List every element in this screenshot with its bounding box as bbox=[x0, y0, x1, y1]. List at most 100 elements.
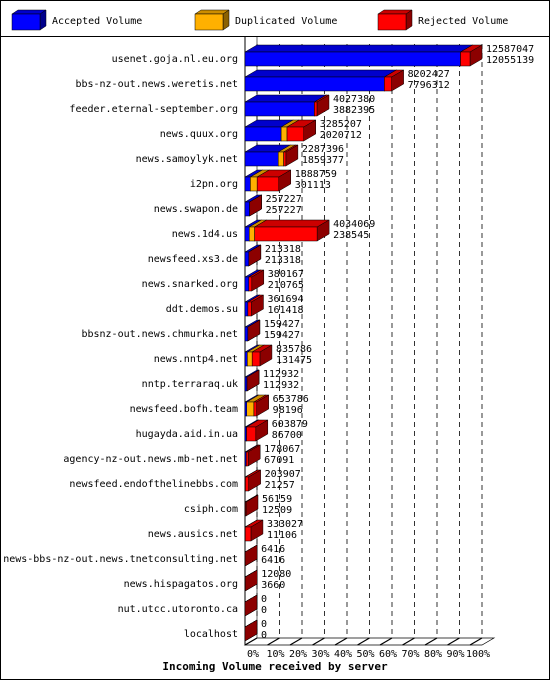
category-label: ddt.demos.su bbox=[166, 304, 238, 315]
value-label: 12080 bbox=[261, 569, 291, 580]
value-label: 4034069 bbox=[333, 219, 375, 230]
bar-front bbox=[244, 301, 249, 317]
value-label: 333027 bbox=[267, 519, 303, 530]
bar-side bbox=[248, 244, 262, 267]
bar-segment bbox=[282, 144, 299, 167]
category-label: localhost bbox=[184, 629, 238, 640]
x-tick-label: 10% bbox=[266, 649, 284, 660]
bar-front bbox=[244, 126, 282, 142]
bar-front bbox=[248, 276, 253, 292]
value-label: 7796312 bbox=[408, 80, 450, 91]
bar-segment bbox=[253, 219, 331, 242]
bar-front bbox=[256, 176, 280, 192]
category-label: agency-nz-out.news.mb-net.net bbox=[63, 454, 238, 465]
bar-front bbox=[244, 276, 250, 292]
bar-front bbox=[280, 126, 288, 142]
x-tick-label: 0% bbox=[247, 649, 259, 660]
bar-segment bbox=[245, 419, 269, 442]
category-label: nntp.terraraq.uk bbox=[142, 379, 238, 390]
value-label: 86700 bbox=[272, 430, 302, 441]
tick-mark bbox=[267, 637, 280, 646]
bar-segment bbox=[383, 69, 405, 92]
value-label: 1888759 bbox=[295, 169, 337, 180]
value-label: 3882395 bbox=[333, 105, 375, 116]
bar-front bbox=[245, 451, 249, 467]
value-label: 12587047 bbox=[486, 44, 534, 55]
legend-label: Rejected Volume bbox=[418, 16, 508, 27]
tick-mark bbox=[334, 637, 348, 646]
value-label: 8202427 bbox=[408, 69, 450, 80]
bar-segment bbox=[247, 269, 265, 292]
value-label: 213318 bbox=[265, 255, 301, 266]
bar-front bbox=[244, 51, 461, 67]
category-label: bbsnz-out.news.chmurka.net bbox=[81, 329, 238, 340]
bar-segment bbox=[249, 194, 262, 217]
tick-mark bbox=[289, 637, 303, 646]
bar-front bbox=[244, 226, 250, 242]
category-label: csiph.com bbox=[184, 504, 238, 515]
bar-segment bbox=[245, 444, 262, 467]
value-label: 178067 bbox=[264, 444, 300, 455]
bar-front bbox=[244, 401, 248, 417]
value-label: 0 bbox=[261, 605, 267, 616]
tick-mark bbox=[357, 637, 370, 646]
bar-segment bbox=[246, 369, 260, 392]
tick-mark bbox=[447, 637, 460, 646]
value-label: 2287396 bbox=[302, 144, 344, 155]
value-label: 213318 bbox=[265, 244, 301, 255]
value-label: 98196 bbox=[273, 405, 303, 416]
tick-mark bbox=[312, 637, 325, 646]
bar-segment bbox=[459, 44, 483, 67]
value-label: 12509 bbox=[262, 505, 292, 516]
bar-side bbox=[244, 544, 258, 567]
bar-front bbox=[244, 201, 250, 217]
value-label: 301113 bbox=[295, 180, 331, 191]
bar-front bbox=[244, 326, 249, 342]
x-tick-label: 80% bbox=[424, 649, 442, 660]
bar-segment bbox=[244, 44, 474, 67]
legend-swatch bbox=[194, 13, 224, 31]
category-label: news.snarked.org bbox=[142, 279, 238, 290]
bar-side bbox=[244, 619, 258, 642]
value-label: 21257 bbox=[265, 480, 295, 491]
x-tick-label: 70% bbox=[401, 649, 419, 660]
bar-segment bbox=[247, 319, 261, 342]
value-label: 4027380 bbox=[333, 94, 375, 105]
category-label: newsfeed.bofh.team bbox=[130, 404, 238, 415]
bar-segment bbox=[251, 344, 273, 367]
x-tick-label: 40% bbox=[334, 649, 352, 660]
value-label: 161418 bbox=[267, 305, 303, 316]
category-label: newsfeed.endofthelinebbs.com bbox=[69, 479, 238, 490]
bar-side bbox=[246, 369, 260, 392]
bar-front bbox=[251, 351, 261, 367]
bar-front bbox=[247, 351, 253, 367]
bar-segment bbox=[244, 594, 258, 617]
bar-front bbox=[244, 76, 385, 92]
bar-front bbox=[244, 351, 248, 367]
bar-front bbox=[460, 51, 471, 67]
bar-front bbox=[283, 151, 287, 167]
bar-top bbox=[244, 94, 328, 103]
legend-label: Duplicated Volume bbox=[235, 16, 337, 27]
category-label: news.quux.org bbox=[160, 129, 238, 140]
tick-mark bbox=[244, 637, 258, 646]
bar-segment bbox=[244, 619, 258, 642]
x-tick-label: 90% bbox=[446, 649, 464, 660]
value-label: 0 bbox=[261, 630, 267, 641]
tick-mark bbox=[424, 637, 438, 646]
bar-front bbox=[277, 151, 284, 167]
value-label: 159427 bbox=[264, 330, 300, 341]
value-label: 1859377 bbox=[302, 155, 344, 166]
bar-front bbox=[246, 401, 255, 417]
bar-front bbox=[247, 301, 252, 317]
bar-front bbox=[314, 101, 318, 117]
value-label: 6416 bbox=[261, 555, 285, 566]
category-label: news.samoylyk.net bbox=[136, 154, 238, 165]
category-label: news.ausics.net bbox=[148, 529, 238, 540]
category-label: i2pn.org bbox=[190, 179, 238, 190]
value-label: 0 bbox=[261, 594, 267, 605]
bar-segment bbox=[256, 169, 292, 192]
bar-side bbox=[244, 594, 258, 617]
x-tick-label: 20% bbox=[289, 649, 307, 660]
